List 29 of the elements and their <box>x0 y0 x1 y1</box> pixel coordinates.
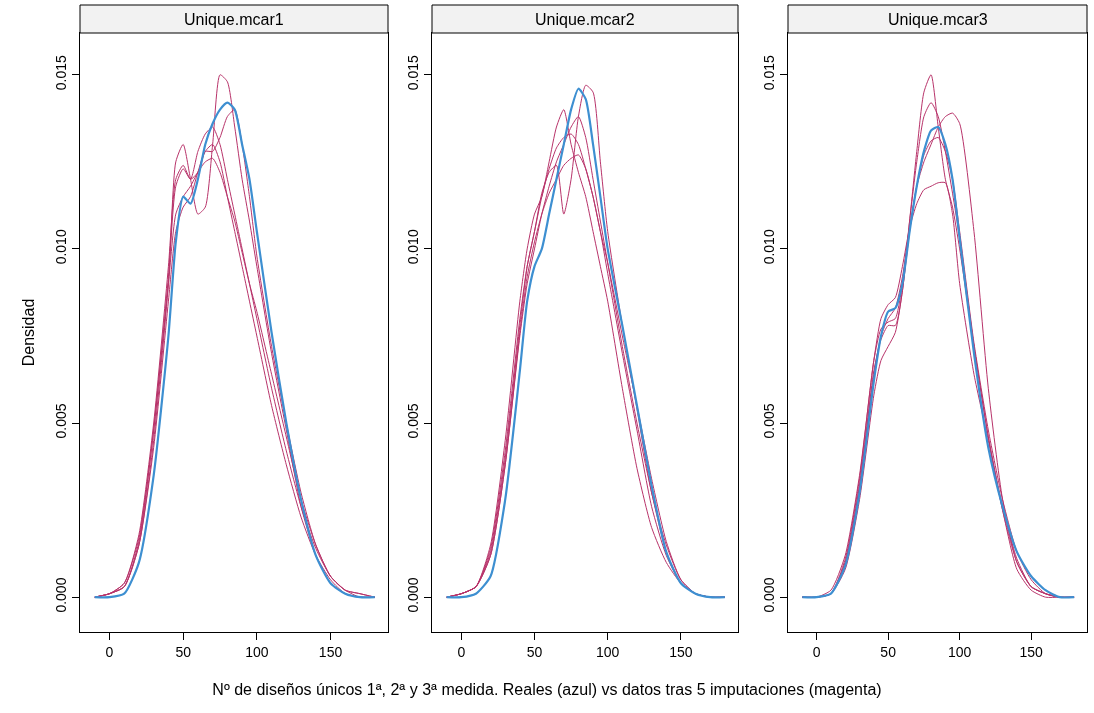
x-tick-label: 50 <box>526 643 543 660</box>
x-tick-label: 100 <box>947 643 972 660</box>
chart-title: Unique.mcar1 <box>184 11 284 28</box>
x-tick-label: 100 <box>596 643 620 660</box>
x-tick-label: 150 <box>318 643 343 660</box>
y-tick-label: 0.000 <box>53 577 70 613</box>
y-tick-label: 0.015 <box>761 54 778 91</box>
x-tick-label: 100 <box>245 643 269 660</box>
chart-title: Unique.mcar3 <box>888 11 988 28</box>
y-tick-label: 0.010 <box>761 229 778 265</box>
x-axis-title: Nº de diseños únicos 1ª, 2ª y 3ª medida. Reales (azul) vs datos tras 5 imputaciones (magenta) <box>211 681 883 699</box>
y-tick-label: 0.000 <box>405 577 422 613</box>
y-tick-label: 0.005 <box>761 403 778 439</box>
y-tick-label: 0.000 <box>761 577 778 613</box>
x-tick-label: 0 <box>105 643 114 660</box>
x-tick-label: 150 <box>669 643 693 660</box>
y-tick-label: 0.015 <box>53 54 70 91</box>
x-tick-label: 50 <box>880 643 897 660</box>
y-tick-label: 0.005 <box>53 403 70 439</box>
y-axis-title: Densidad <box>20 298 38 367</box>
x-tick-label: 50 <box>175 643 192 660</box>
y-tick-label: 0.010 <box>53 229 70 265</box>
x-tick-label: 150 <box>1019 643 1044 660</box>
y-tick-label: 0.010 <box>405 229 422 265</box>
y-tick-label: 0.015 <box>405 54 422 91</box>
x-tick-label: 0 <box>812 643 821 660</box>
chart-title: Unique.mcar2 <box>535 11 635 28</box>
y-tick-label: 0.005 <box>405 403 422 439</box>
x-tick-label: 0 <box>457 643 466 660</box>
